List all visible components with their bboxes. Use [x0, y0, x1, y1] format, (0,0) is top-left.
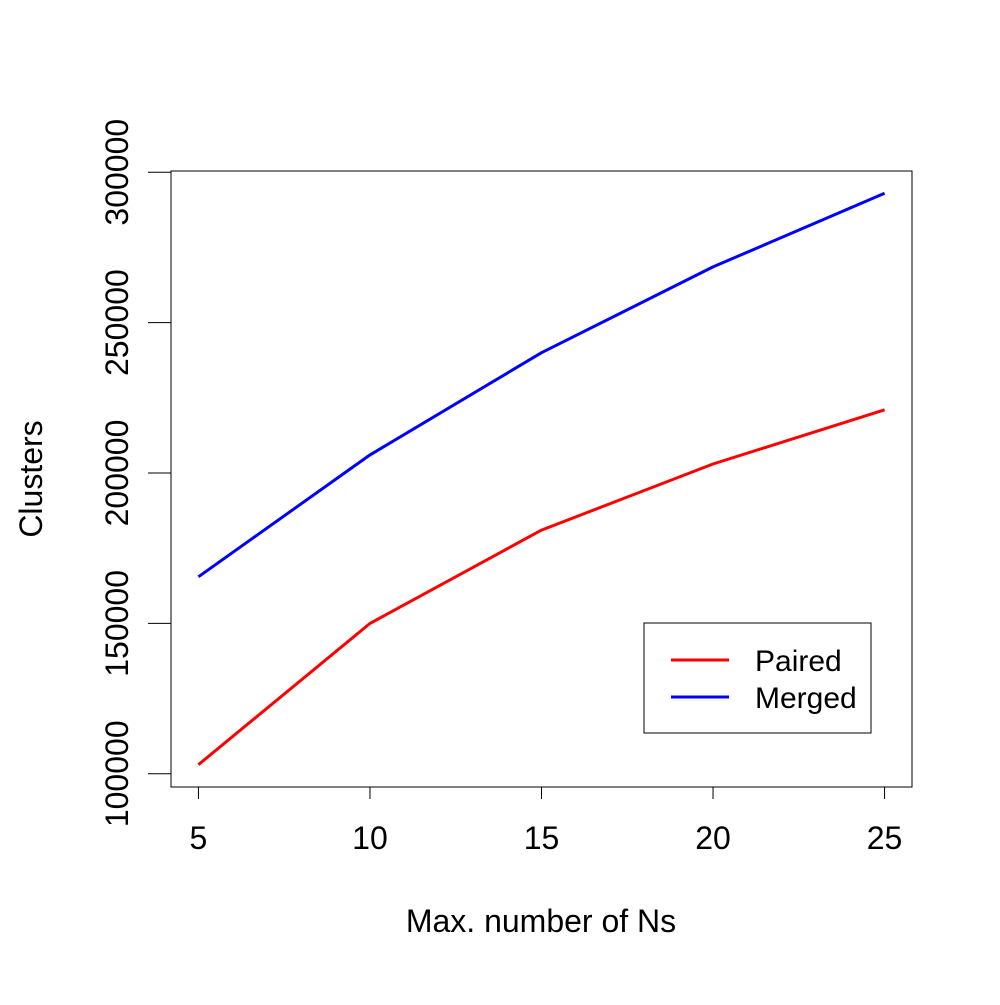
y-tick-label: 250000 [99, 269, 135, 376]
legend-label-merged: Merged [755, 682, 857, 715]
y-tick-label: 100000 [99, 720, 135, 827]
x-tick-label: 25 [867, 820, 903, 856]
y-tick-label: 200000 [99, 420, 135, 527]
y-axis: 100000 150000 200000 250000 300000 [99, 119, 172, 827]
series-line-merged [197, 191, 886, 579]
y-axis-title: Clusters [13, 420, 49, 537]
legend-label-paired: Paired [755, 645, 842, 678]
x-axis-title: Max. number of Ns [406, 903, 676, 939]
y-tick-label: 300000 [99, 119, 135, 226]
x-tick-label: 20 [695, 820, 731, 856]
x-tick-label: 5 [190, 820, 208, 856]
series-layer [197, 191, 886, 766]
legend: Paired Merged [643, 622, 872, 734]
x-tick-label: 15 [524, 820, 560, 856]
legend-box [643, 622, 872, 734]
x-axis: 5 10 15 20 25 [190, 786, 903, 856]
y-tick-label: 150000 [99, 570, 135, 677]
series-line-paired [197, 408, 886, 766]
x-tick-label: 10 [352, 820, 388, 856]
